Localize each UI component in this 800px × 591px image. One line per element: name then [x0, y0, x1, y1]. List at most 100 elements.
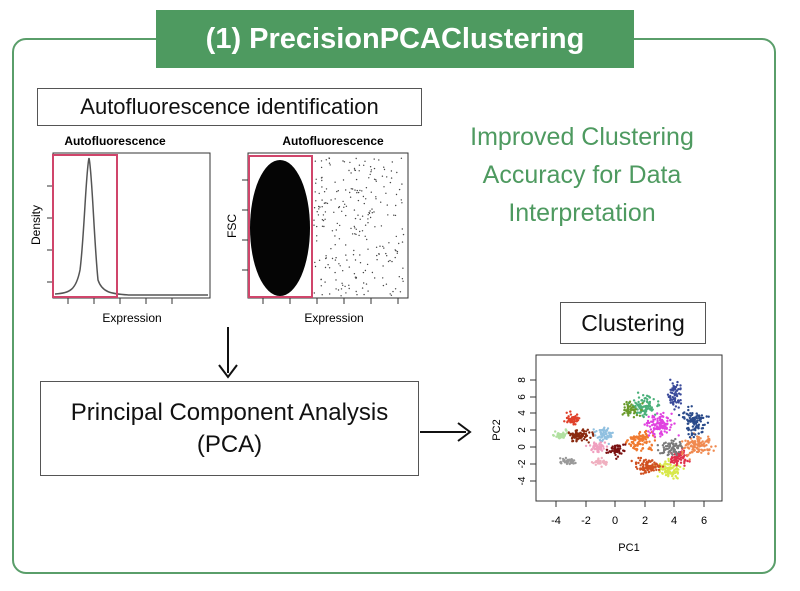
fsc-point — [356, 192, 358, 194]
fsc-point — [401, 228, 403, 230]
cluster-point — [641, 435, 645, 438]
cluster-point — [584, 430, 588, 433]
cluster-point — [693, 449, 696, 452]
cluster-point — [670, 439, 673, 442]
cluster-point — [669, 391, 672, 394]
cluster-point — [686, 446, 689, 449]
fsc-point — [325, 202, 327, 204]
cluster-point — [708, 437, 711, 441]
fsc-point — [390, 294, 393, 296]
fsc-point — [321, 219, 324, 221]
cluster-point — [676, 459, 680, 463]
fsc-point — [367, 218, 369, 220]
fsc-point — [358, 170, 360, 172]
fsc-point — [369, 166, 372, 168]
cluster-point — [648, 425, 652, 428]
fsc-point — [324, 281, 326, 283]
fsc-point — [314, 265, 317, 268]
cluster-point — [631, 406, 635, 409]
fsc-point — [363, 282, 365, 284]
cluster-point — [684, 439, 687, 442]
cluster-point — [683, 464, 686, 467]
fsc-point — [313, 224, 315, 226]
cluster-point — [597, 458, 600, 461]
cluster-point — [639, 464, 642, 467]
fsc-point — [359, 189, 361, 192]
cluster-point — [672, 439, 675, 443]
cluster-xlabel: PC1 — [618, 542, 639, 554]
cluster-point — [677, 455, 680, 458]
cluster-point — [687, 408, 690, 412]
cluster-point — [686, 413, 689, 416]
fsc-point — [340, 288, 343, 290]
cluster-point — [687, 405, 690, 409]
cluster-point — [602, 447, 605, 450]
cluster-point — [610, 435, 613, 438]
fsc-point — [334, 235, 336, 237]
fsc-point — [394, 214, 397, 217]
fsc-point — [313, 207, 316, 209]
cluster-point — [637, 461, 640, 465]
cluster-point — [660, 432, 663, 435]
cluster-point — [672, 477, 675, 480]
fsc-point — [328, 162, 331, 164]
cluster-point — [679, 465, 682, 469]
cluster-point — [657, 426, 660, 429]
cluster-point — [656, 412, 659, 415]
cluster-point — [564, 456, 568, 460]
cluster-point — [674, 437, 677, 441]
cluster-point — [707, 441, 710, 444]
fsc-point — [328, 267, 331, 269]
fsc-point — [386, 255, 388, 257]
cluster-point — [644, 438, 648, 441]
fsc-dense-blob — [250, 160, 310, 296]
cluster-point — [592, 428, 595, 431]
fsc-point — [355, 233, 357, 236]
fsc-point — [386, 204, 388, 206]
cluster-point — [696, 439, 699, 442]
cluster-points — [552, 378, 717, 480]
fsc-point — [338, 263, 340, 265]
cluster-point — [653, 461, 656, 464]
cluster-point — [605, 463, 608, 466]
fsc-point — [314, 191, 316, 193]
fsc-x-ticks — [262, 298, 399, 304]
cluster-point — [695, 450, 699, 454]
cluster-point — [584, 444, 588, 448]
fsc-point — [341, 282, 343, 284]
cluster-point — [591, 432, 595, 436]
fsc-point — [402, 267, 404, 269]
fsc-point — [316, 240, 318, 242]
fsc-point — [314, 261, 316, 264]
cluster-point — [658, 464, 661, 467]
cluster-point — [674, 391, 677, 394]
cluster-point — [600, 436, 603, 439]
fsc-point — [313, 292, 315, 294]
fsc-point — [343, 206, 345, 208]
cluster-point — [641, 447, 645, 450]
fsc-point — [342, 179, 345, 181]
cluster-point — [563, 420, 566, 423]
cluster-point — [644, 458, 647, 461]
fsc-point — [355, 290, 357, 293]
cluster-point — [576, 434, 580, 437]
fsc-point — [325, 255, 327, 257]
cluster-point — [595, 444, 599, 447]
cluster-point — [569, 413, 573, 416]
cluster-point — [671, 442, 674, 445]
cluster-point — [685, 443, 688, 446]
cluster-point — [695, 424, 698, 427]
cluster-point — [638, 459, 642, 462]
fsc-point — [327, 264, 329, 266]
cluster-point — [643, 410, 646, 413]
cluster-point — [571, 436, 574, 439]
cluster-y-tick-label: 4 — [517, 410, 528, 416]
cluster-point — [595, 460, 598, 464]
cluster-point — [574, 423, 577, 426]
cluster-point — [675, 464, 678, 467]
fsc-point — [375, 246, 378, 248]
cluster-point — [676, 380, 679, 384]
fsc-point — [353, 273, 356, 275]
cluster-point — [575, 413, 579, 416]
cluster-point — [699, 420, 702, 423]
